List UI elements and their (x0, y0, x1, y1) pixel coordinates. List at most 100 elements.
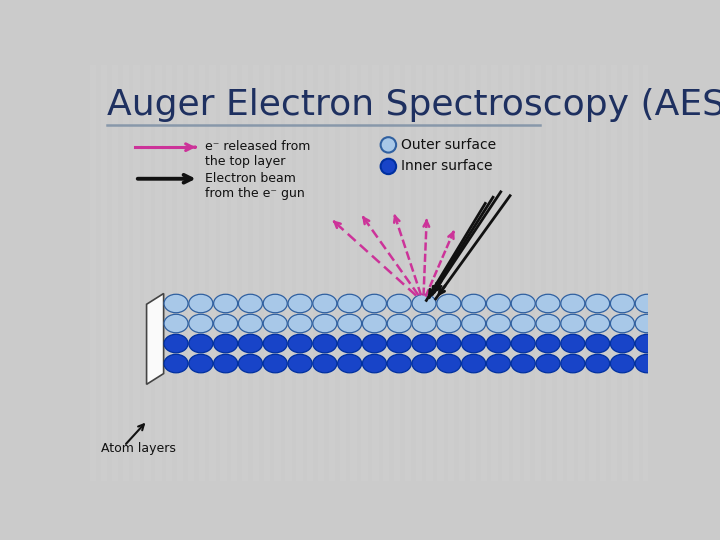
Bar (351, 65, 356, 481)
Bar (513, 65, 518, 481)
Bar (557, 65, 562, 481)
Ellipse shape (561, 334, 585, 353)
Ellipse shape (511, 314, 535, 333)
Ellipse shape (338, 314, 361, 333)
Ellipse shape (387, 354, 411, 373)
Ellipse shape (611, 314, 634, 333)
Ellipse shape (536, 294, 560, 313)
Ellipse shape (238, 334, 262, 353)
Text: Auger Electron Spectroscopy (AES): Auger Electron Spectroscopy (AES) (107, 88, 720, 122)
Bar (372, 65, 377, 481)
Ellipse shape (387, 314, 411, 333)
Ellipse shape (536, 314, 560, 333)
Ellipse shape (264, 354, 287, 373)
Ellipse shape (312, 354, 337, 373)
Polygon shape (147, 294, 163, 384)
Ellipse shape (214, 334, 238, 353)
Bar (188, 65, 193, 481)
Ellipse shape (338, 334, 361, 353)
Bar (220, 65, 225, 481)
Bar (448, 65, 454, 481)
Bar (133, 65, 139, 481)
Ellipse shape (312, 314, 337, 333)
Ellipse shape (381, 137, 396, 153)
Bar (122, 65, 128, 481)
Ellipse shape (164, 334, 188, 353)
Bar (481, 65, 486, 481)
Ellipse shape (536, 334, 560, 353)
Ellipse shape (611, 294, 634, 313)
Bar (199, 65, 204, 481)
Ellipse shape (288, 294, 312, 313)
Bar (264, 65, 269, 481)
Ellipse shape (381, 159, 396, 174)
Bar (210, 65, 215, 481)
Bar (155, 65, 161, 481)
Ellipse shape (338, 354, 361, 373)
Bar (340, 65, 345, 481)
Ellipse shape (362, 314, 387, 333)
Bar (546, 65, 551, 481)
Bar (361, 65, 366, 481)
Ellipse shape (189, 354, 213, 373)
Ellipse shape (487, 354, 510, 373)
Ellipse shape (189, 314, 213, 333)
Ellipse shape (264, 314, 287, 333)
Ellipse shape (189, 334, 213, 353)
Ellipse shape (214, 314, 238, 333)
Ellipse shape (214, 294, 238, 313)
Ellipse shape (635, 334, 660, 353)
Ellipse shape (412, 354, 436, 373)
Ellipse shape (561, 294, 585, 313)
Bar (405, 65, 410, 481)
Ellipse shape (362, 354, 387, 373)
Bar (621, 65, 627, 481)
Ellipse shape (238, 354, 262, 373)
Ellipse shape (189, 294, 213, 313)
Bar (231, 65, 236, 481)
Bar (101, 65, 107, 481)
Bar (600, 65, 606, 481)
Ellipse shape (561, 354, 585, 373)
Ellipse shape (511, 354, 535, 373)
Ellipse shape (585, 294, 610, 313)
Bar (611, 65, 616, 481)
Text: Outer surface: Outer surface (401, 138, 496, 152)
Bar (503, 65, 508, 481)
Ellipse shape (412, 334, 436, 353)
Ellipse shape (164, 294, 188, 313)
Ellipse shape (338, 294, 361, 313)
Bar (329, 65, 334, 481)
Ellipse shape (437, 314, 461, 333)
Ellipse shape (462, 294, 485, 313)
Ellipse shape (561, 314, 585, 333)
Bar (567, 65, 573, 481)
Ellipse shape (164, 354, 188, 373)
Text: Electron beam
from the e⁻ gun: Electron beam from the e⁻ gun (204, 172, 305, 200)
Bar (524, 65, 529, 481)
Ellipse shape (437, 354, 461, 373)
Bar (383, 65, 388, 481)
Ellipse shape (585, 334, 610, 353)
Bar (285, 65, 291, 481)
Ellipse shape (264, 294, 287, 313)
Bar (589, 65, 595, 481)
Bar (112, 65, 117, 481)
Ellipse shape (635, 354, 660, 373)
Ellipse shape (487, 294, 510, 313)
Bar (166, 65, 171, 481)
Bar (177, 65, 182, 481)
Bar (242, 65, 248, 481)
Bar (632, 65, 638, 481)
Bar (296, 65, 302, 481)
Bar (459, 65, 464, 481)
Ellipse shape (412, 294, 436, 313)
Ellipse shape (487, 314, 510, 333)
Bar (469, 65, 475, 481)
Ellipse shape (238, 314, 262, 333)
Ellipse shape (611, 334, 634, 353)
Ellipse shape (312, 334, 337, 353)
Ellipse shape (214, 354, 238, 373)
Bar (437, 65, 443, 481)
Ellipse shape (585, 314, 610, 333)
